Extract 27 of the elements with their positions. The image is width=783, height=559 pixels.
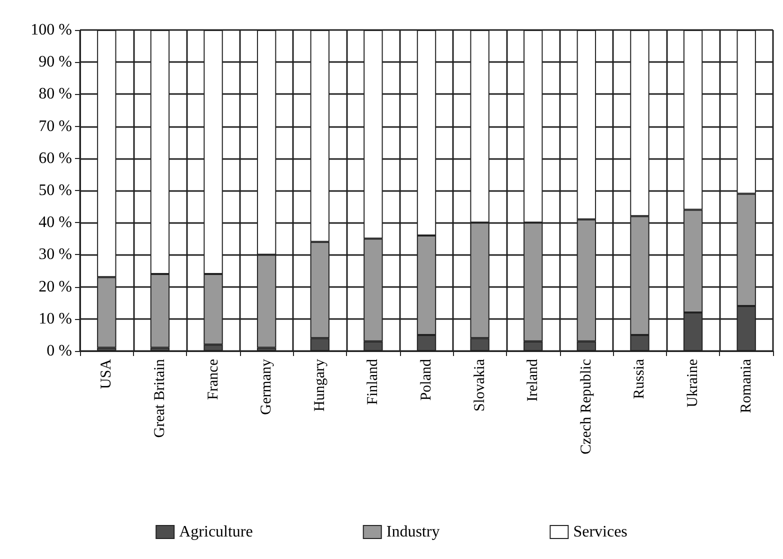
legend-label: Services (573, 524, 628, 540)
legend-label: Agriculture (179, 524, 253, 540)
x-tick-label: Great Britain (152, 358, 168, 438)
x-tick-label: Russia (632, 358, 648, 400)
x-tick-label: Hungary (312, 358, 328, 412)
x-tick-label: Germany (258, 358, 275, 415)
x-tick-label: Finland (365, 358, 382, 405)
y-tick-label: 20 % (38, 278, 72, 296)
x-tick-label: France (205, 358, 222, 400)
y-tick-label: 100 % (30, 22, 72, 38)
y-tick-label: 30 % (38, 246, 72, 264)
y-tick-label: 50 % (38, 182, 72, 199)
y-tick-label: 80 % (38, 86, 72, 103)
legend-label: Industry (386, 524, 440, 540)
x-tick-label: Czech Republic (578, 358, 594, 454)
y-tick-label: 40 % (38, 214, 72, 232)
x-tick-label: USA (98, 358, 115, 390)
y-tick-label: 10 % (38, 310, 72, 328)
x-tick-label: Ireland (525, 358, 542, 402)
y-tick-label: 90 % (38, 54, 72, 71)
x-tick-label: Poland (418, 358, 434, 401)
y-tick-label: 60 % (38, 150, 72, 167)
y-tick-label: 70 % (38, 118, 72, 135)
x-tick-label: Slovakia (472, 358, 488, 412)
x-tick-label: Romania (738, 358, 754, 414)
x-tick-label: Ukraine (685, 358, 702, 408)
y-tick-label: 0 % (46, 342, 72, 360)
